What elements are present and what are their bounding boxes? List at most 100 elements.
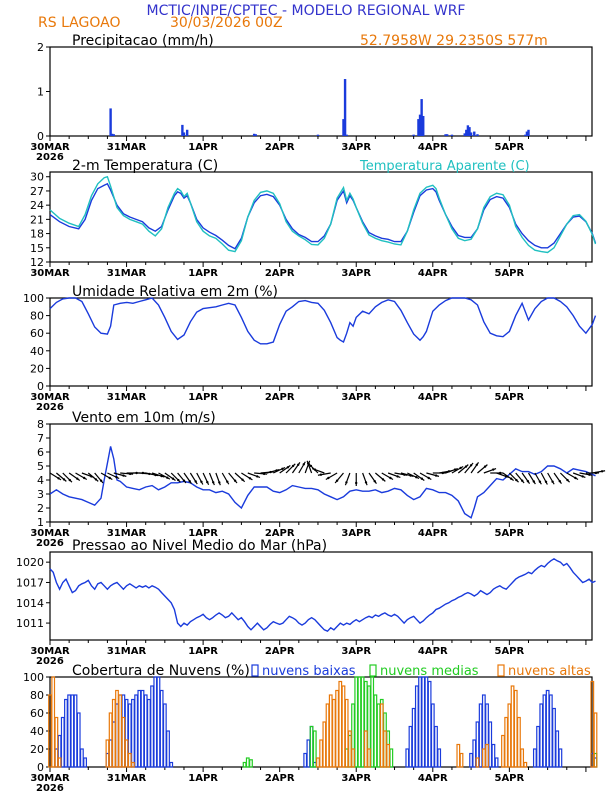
wind-vector-head bbox=[327, 476, 330, 480]
cloud-legend-label: nuvens baixas bbox=[262, 664, 356, 679]
cloud-bar-0 bbox=[424, 676, 429, 768]
cloud-bar-2 bbox=[351, 748, 355, 768]
clouds-ytick-label: 20 bbox=[30, 743, 44, 756]
wind-vector-head bbox=[319, 473, 323, 476]
wind-vector-head bbox=[355, 481, 358, 485]
temperature-ytick-label: 12 bbox=[30, 256, 44, 269]
cloud-bar-0 bbox=[162, 703, 167, 768]
wind-vector-head bbox=[233, 479, 237, 482]
precip-bar bbox=[466, 125, 470, 136]
temperature-legend-apparent: Temperatura Aparente (C) bbox=[359, 159, 530, 174]
cloud-bar-0 bbox=[548, 694, 553, 768]
wind-vector-head bbox=[171, 477, 175, 480]
clouds-ytick-label: 0 bbox=[37, 761, 44, 774]
cloud-bar-1 bbox=[376, 703, 381, 768]
precip-bar bbox=[469, 132, 473, 136]
precip-bar bbox=[450, 134, 454, 136]
cloud-legend-label: nuvens altas bbox=[508, 664, 591, 679]
cloud-bar-0 bbox=[143, 694, 148, 768]
precip-xtick-label: 31MAR bbox=[107, 142, 147, 153]
precip-bar bbox=[112, 134, 115, 136]
wind-ytick-label: 8 bbox=[37, 418, 44, 431]
precip-bar bbox=[473, 131, 476, 136]
clouds-xtick-label: 4APR bbox=[418, 773, 448, 784]
humidity-ytick-label: 100 bbox=[23, 292, 44, 305]
temperature-ytick-label: 15 bbox=[30, 242, 44, 255]
precip-ytick-label: 1 bbox=[37, 86, 44, 99]
cloud-bar-2 bbox=[124, 739, 129, 768]
temperature-ytick-label: 21 bbox=[30, 213, 44, 226]
wind-ytick-label: 1 bbox=[37, 516, 44, 529]
cloud-bar-0 bbox=[478, 703, 483, 768]
cloud-bar-0 bbox=[558, 748, 563, 768]
cloud-bar-2 bbox=[347, 730, 352, 768]
precip-xtick-label: 3APR bbox=[341, 142, 371, 153]
precip-xtick-label: 2APR bbox=[265, 142, 295, 153]
pressure-ytick-label: 1011 bbox=[16, 617, 44, 630]
panel-humidity: 0 20 40 60 80 100 30MAR 31MAR 1APR 2APR 3APR 4APR 5A… bbox=[23, 284, 597, 413]
cloud-bar-0 bbox=[67, 694, 72, 768]
temperature-series-line bbox=[49, 175, 597, 254]
cloud-bar-2 bbox=[316, 757, 320, 768]
wind-vector-head bbox=[415, 476, 418, 479]
cloud-bar-1 bbox=[242, 761, 247, 768]
wind-vector-head bbox=[108, 476, 111, 480]
cloud-bar-2 bbox=[501, 734, 505, 768]
cloud-bar-0 bbox=[542, 694, 547, 768]
wind-xtick-label: 5APR bbox=[494, 528, 524, 539]
cloud-bar-2 bbox=[363, 730, 368, 768]
wind-vector-head bbox=[218, 481, 221, 484]
wind-vector-head bbox=[297, 463, 300, 466]
wind-vector-head bbox=[99, 479, 103, 482]
cloud-bar-0 bbox=[64, 698, 68, 768]
cloud-bar-0 bbox=[430, 703, 435, 768]
wind-vector-head bbox=[345, 481, 348, 484]
wind-vector-head bbox=[427, 476, 430, 480]
cloud-bar-2 bbox=[118, 694, 123, 768]
wind-vector-head bbox=[469, 464, 473, 467]
clouds-ytick-label: 100 bbox=[23, 671, 44, 684]
wind-vector-head bbox=[544, 480, 548, 483]
cloud-bar-2 bbox=[386, 743, 391, 768]
wind-vector-head bbox=[281, 467, 284, 470]
wind-xtick-label: 3APR bbox=[341, 528, 371, 539]
cloud-bar-0 bbox=[146, 698, 151, 768]
precip-bar bbox=[465, 129, 468, 136]
clouds-ytick-label: 60 bbox=[30, 707, 44, 720]
cloud-bar-2 bbox=[456, 743, 461, 768]
precip-xtick-label: 4APR bbox=[418, 142, 448, 153]
cloud-bar-2 bbox=[335, 689, 339, 768]
cloud-bar-0 bbox=[545, 689, 550, 768]
temperature-xtick-label: 4APR bbox=[418, 268, 448, 279]
cloud-bar-0 bbox=[166, 730, 170, 768]
cloud-bar-0 bbox=[70, 694, 75, 768]
precip-bar bbox=[181, 124, 184, 136]
cloud-bar-0 bbox=[532, 748, 537, 768]
precip-bar bbox=[445, 134, 449, 136]
cloud-bar-0 bbox=[306, 739, 311, 768]
wind-xtick-label: 2APR bbox=[265, 528, 295, 539]
wind-vector-head bbox=[515, 478, 518, 482]
precip-ytick-label: 0 bbox=[37, 130, 44, 143]
panel-clouds: 0 20 40 60 80 100 30MAR 31MAR 1APR 2APR 3APR 4APR 5A… bbox=[23, 663, 598, 792]
pressure-xtick-label: 3APR bbox=[341, 646, 371, 657]
cloud-bar-0 bbox=[303, 752, 308, 768]
wind-xtick-label: 1APR bbox=[188, 528, 218, 539]
clouds-title: Cobertura de Nuvens (%) bbox=[72, 663, 250, 679]
cloud-legend-label: nuvens medias bbox=[380, 664, 479, 679]
cloud-bar-2 bbox=[379, 703, 384, 768]
cloud-bar-2 bbox=[517, 716, 521, 768]
temperature-xtick-label: 1APR bbox=[188, 268, 218, 279]
cloud-bar-0 bbox=[83, 757, 87, 768]
wind-vector-head bbox=[459, 466, 462, 470]
precip-bar bbox=[343, 79, 347, 136]
wind-vector-head bbox=[381, 478, 385, 481]
wind-vector-head bbox=[574, 476, 577, 480]
clouds-ytick-label: 80 bbox=[30, 689, 44, 702]
pressure-ytick-label: 1014 bbox=[16, 597, 44, 610]
cloud-bar-0 bbox=[552, 707, 556, 768]
cloud-bar-0 bbox=[488, 721, 493, 768]
pressure-year-label: 2026 bbox=[36, 656, 64, 667]
wind-vector-head bbox=[57, 477, 60, 480]
